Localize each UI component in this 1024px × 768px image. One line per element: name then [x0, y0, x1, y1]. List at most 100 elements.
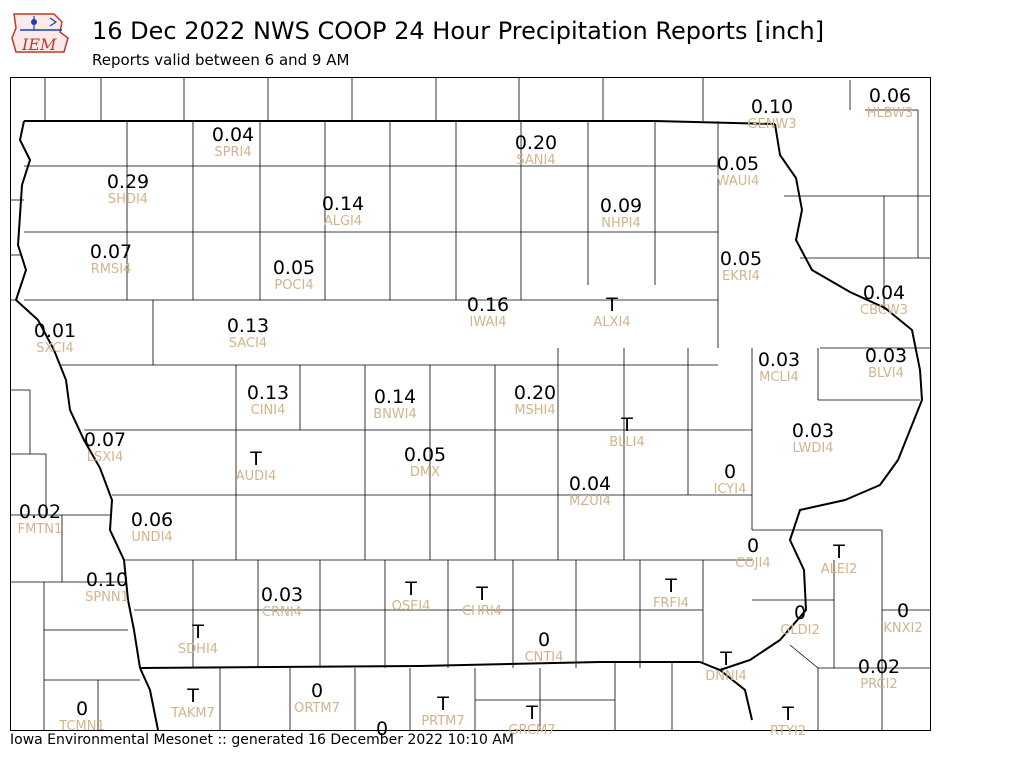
station-id: HLBW3 [867, 106, 914, 121]
station-id: MSHI4 [514, 403, 555, 418]
precip-value: T [404, 578, 417, 600]
precip-value: 0.06 [869, 85, 911, 107]
mississippi-south [719, 669, 753, 721]
station-id: CBCW3 [860, 303, 908, 318]
precip-value: T [719, 648, 732, 670]
station-id: ICYI4 [714, 482, 747, 497]
precip-value: 0 [794, 602, 806, 624]
station-id: SPRI4 [214, 145, 251, 160]
map-frame [10, 77, 931, 731]
station-id: GRCM7 [508, 723, 555, 738]
station-id: GENW3 [747, 117, 796, 132]
precip-value: 0.20 [514, 382, 556, 404]
precip-value: 0.29 [107, 171, 149, 193]
station-id: SDHI4 [178, 642, 218, 657]
station-id: NHPI4 [601, 216, 640, 231]
precip-value: 0 [897, 600, 909, 622]
precip-value: 0 [76, 698, 88, 720]
precip-value: 0 [376, 718, 388, 740]
precip-value: 0 [311, 680, 323, 702]
precip-value: T [605, 294, 618, 316]
precip-value: 0.10 [86, 569, 128, 591]
precip-value: 0 [538, 629, 550, 651]
precip-value: 0.03 [261, 584, 303, 606]
station-id: FMTN1 [18, 522, 63, 537]
station-id: ALGI4 [324, 214, 362, 229]
precip-value: 0.05 [720, 248, 762, 270]
station-id: TAKM7 [170, 706, 215, 721]
iem-logo: IEM [11, 13, 69, 54]
precip-value: 0 [747, 535, 759, 557]
precip-value: T [475, 583, 488, 605]
precip-value: 0.14 [374, 386, 416, 408]
station-id: GLDI2 [780, 623, 819, 638]
station-id: BNWI4 [373, 407, 417, 422]
precip-value: 0.07 [90, 241, 132, 263]
station-id: SXCI4 [36, 341, 73, 356]
precip-value: 0.03 [758, 349, 800, 371]
precip-value: 0.05 [273, 257, 315, 279]
page-title: 16 Dec 2022 NWS COOP 24 Hour Precipitati… [92, 17, 825, 45]
precip-value: 0.02 [858, 656, 900, 678]
precip-value: 0.03 [865, 345, 907, 367]
station-id: LSXI4 [87, 450, 124, 465]
precip-value: 0.04 [863, 282, 905, 304]
precip-value: 0.16 [467, 294, 509, 316]
station-id: MZUI4 [569, 494, 611, 509]
precip-value: 0.10 [751, 96, 793, 118]
station-id: IWAI4 [470, 315, 507, 330]
station-id: DNNI4 [705, 669, 747, 684]
precip-value: T [832, 541, 845, 563]
station-id: FRFI4 [653, 596, 689, 611]
station-id: SPNN1 [85, 590, 129, 605]
missouri-river-south [139, 667, 159, 731]
station-id: SHDI4 [108, 192, 148, 207]
station-id: WAUI4 [717, 174, 760, 189]
precip-value: T [191, 621, 204, 643]
precip-value: T [664, 575, 677, 597]
precip-value: 0.14 [322, 193, 364, 215]
precip-value: 0.05 [717, 153, 759, 175]
precip-value: T [620, 414, 633, 436]
precip-value: 0 [724, 461, 736, 483]
station-id: CRNI4 [262, 605, 302, 620]
precip-value: 0.07 [84, 429, 126, 451]
station-id: PRTM7 [421, 714, 464, 729]
precip-value: 0.02 [19, 501, 61, 523]
precip-value: 0.04 [569, 473, 611, 495]
